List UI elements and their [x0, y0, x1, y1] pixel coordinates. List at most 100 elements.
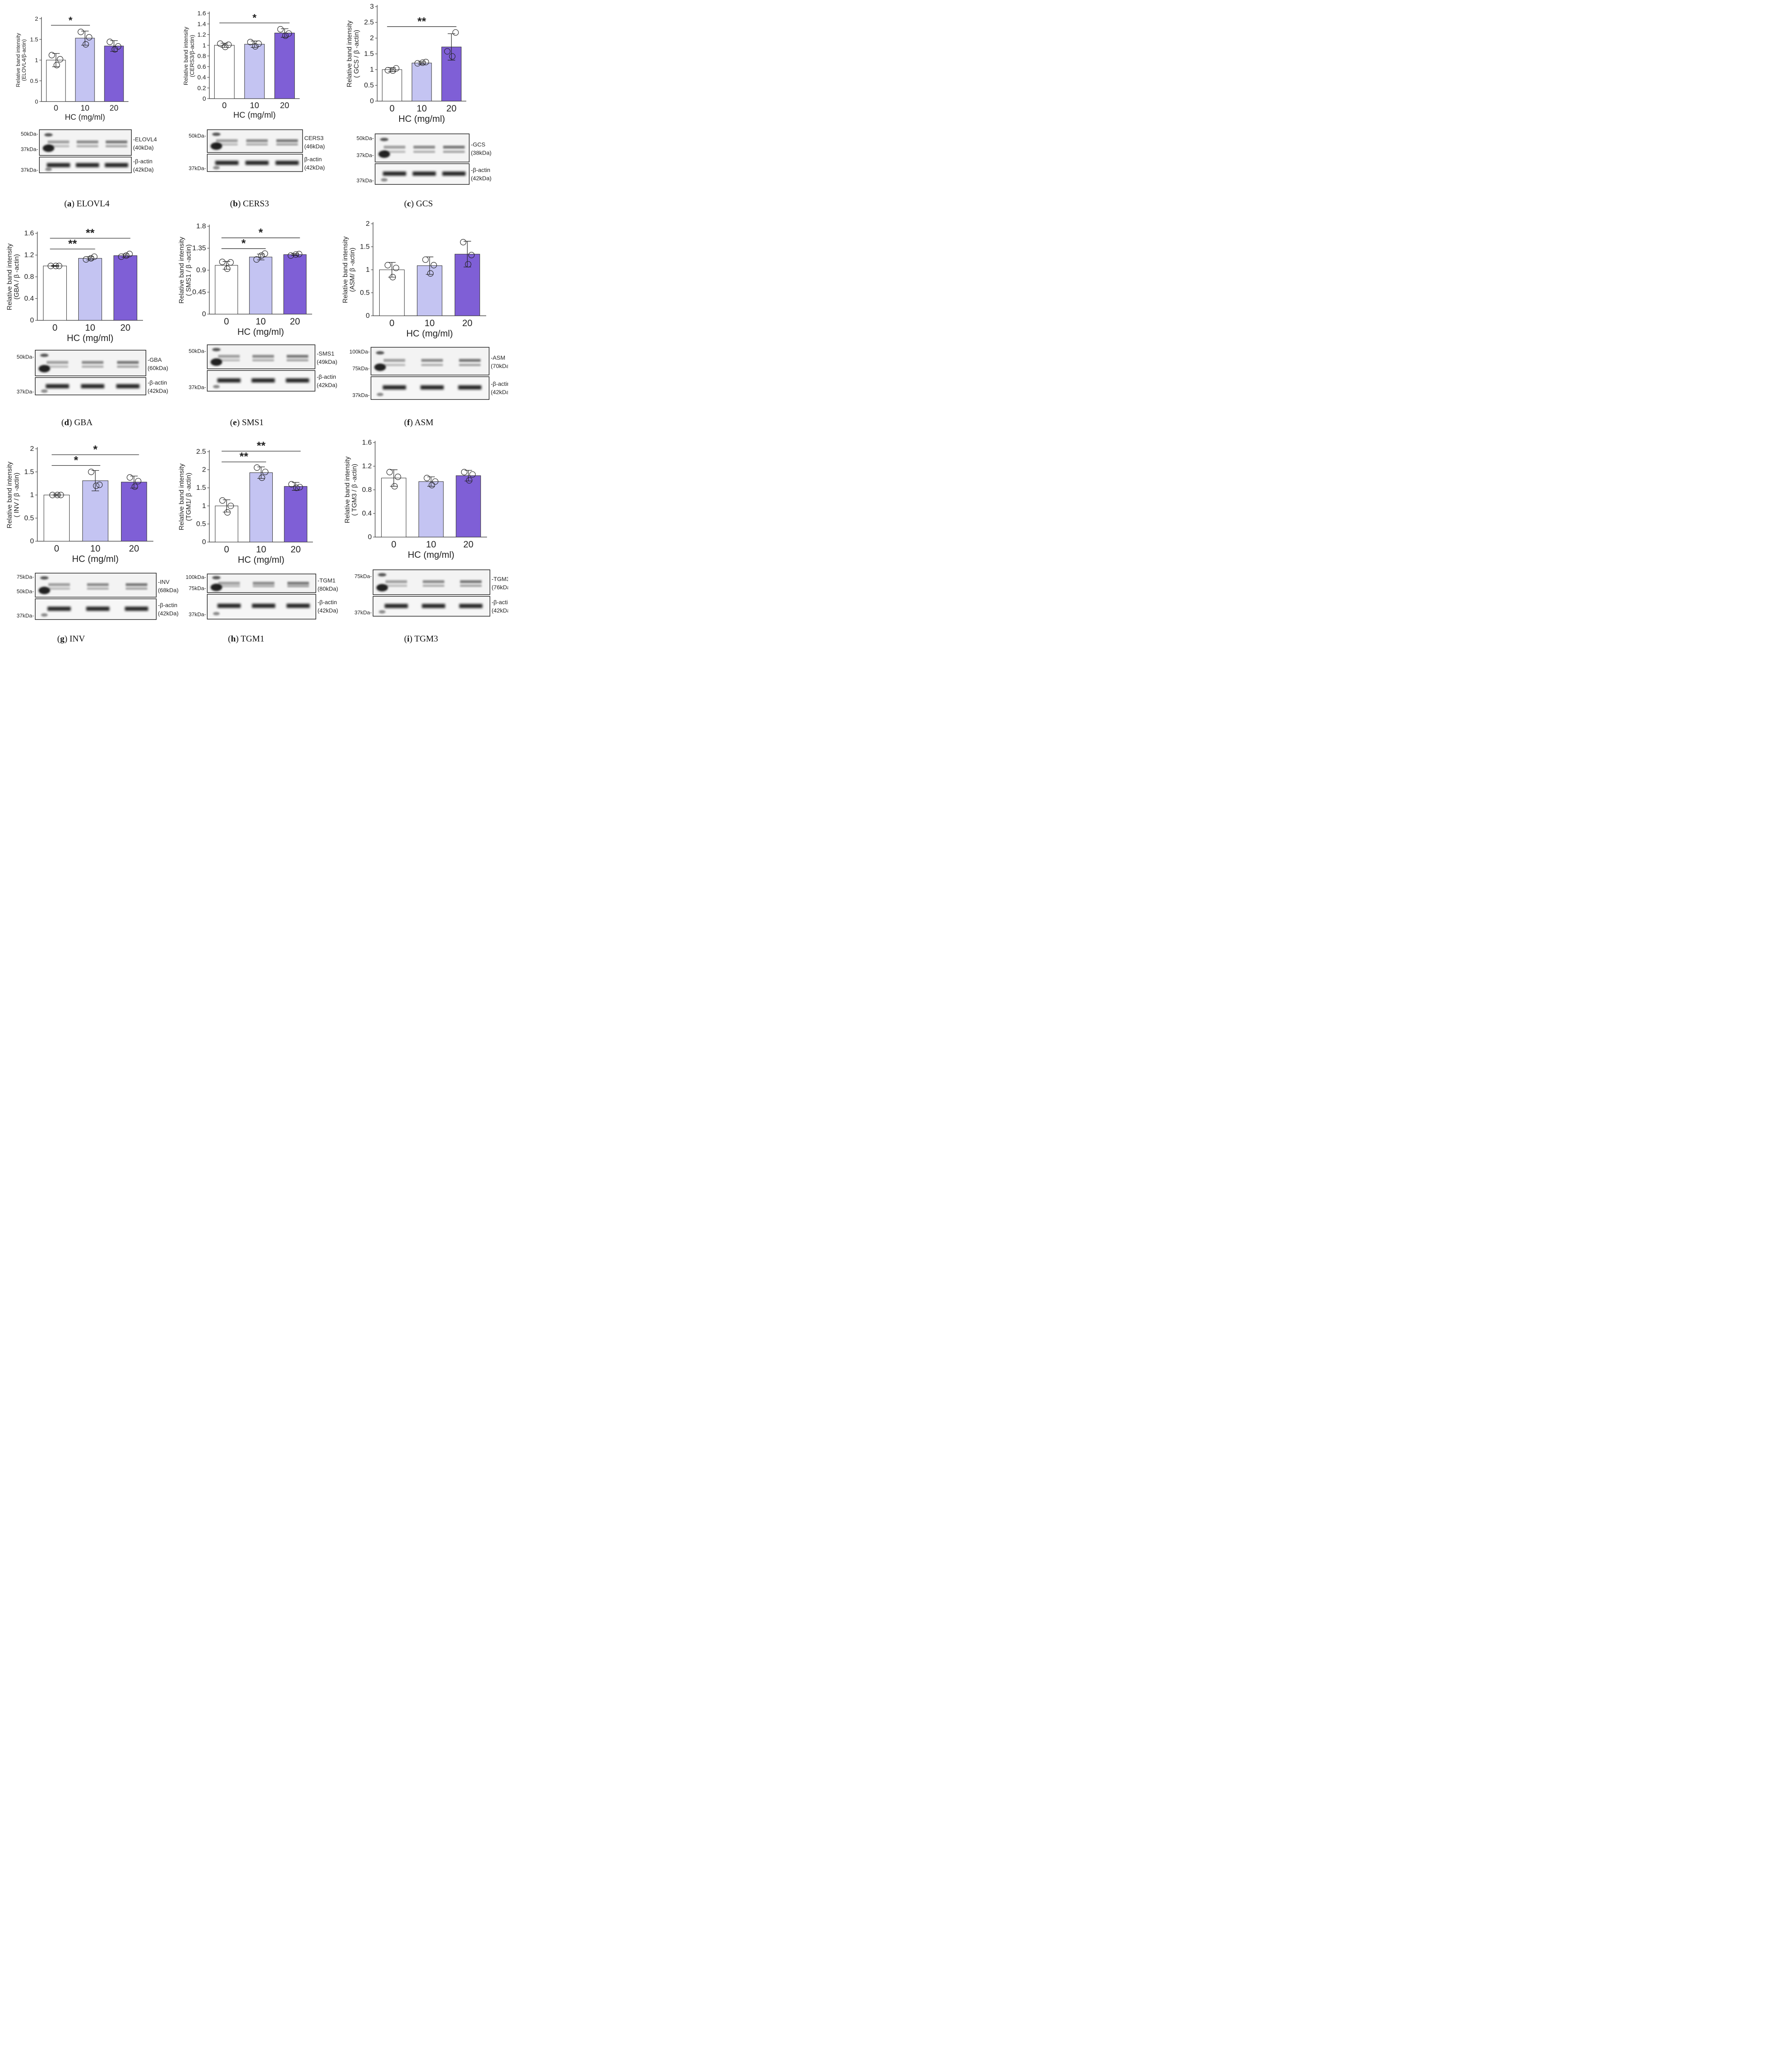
data-point — [288, 481, 295, 488]
data-point — [56, 263, 63, 269]
bar-10 — [418, 481, 444, 537]
actin-band — [412, 172, 436, 176]
y-tick-label: 0 — [35, 98, 38, 105]
y-axis-label: Relative band intensity — [15, 33, 21, 87]
target-band — [460, 580, 482, 583]
y-tick-label: 1.2 — [197, 31, 206, 39]
y-tick-label: 1.2 — [362, 462, 372, 470]
ladder-band — [39, 586, 50, 594]
y-tick-label: 1.6 — [197, 10, 206, 17]
kda-marker: 37kDa- — [17, 389, 34, 395]
blot-target-label: -TGM3 — [492, 576, 508, 582]
target-band — [253, 585, 274, 587]
data-point — [224, 265, 230, 272]
kda-marker: 75kDa- — [352, 365, 370, 371]
target-band — [218, 585, 240, 587]
actin-band — [442, 172, 466, 176]
target-band — [77, 140, 98, 144]
blot-actin-mw: (42kDa) — [471, 175, 492, 182]
target-band — [87, 583, 109, 586]
data-point — [82, 256, 90, 263]
y-axis-sublabel: (TGM1/ β -actin) — [185, 473, 192, 521]
y-tick-label: 0.2 — [197, 85, 206, 92]
significance-mark: * — [68, 15, 73, 26]
x-tick-label: 10 — [80, 104, 89, 113]
y-axis-label: Relative band intensity — [6, 244, 13, 310]
y-tick-label: 0.5 — [196, 520, 206, 528]
data-point — [427, 270, 434, 277]
target-band — [413, 145, 435, 149]
data-point — [460, 239, 467, 246]
data-point — [225, 41, 232, 48]
panel-caption: (c) GCS — [404, 198, 433, 208]
blot-target-label: -INV — [158, 579, 170, 585]
target-band — [218, 355, 240, 358]
ladder-band — [381, 178, 388, 182]
data-point — [54, 491, 61, 499]
data-point — [419, 59, 426, 66]
data-point — [393, 264, 400, 271]
caption-paren: ( — [230, 198, 233, 208]
data-point — [395, 474, 401, 480]
ladder-band — [41, 613, 48, 617]
x-tick-label: 20 — [446, 103, 456, 114]
bar-20 — [456, 475, 481, 537]
target-band — [87, 587, 109, 590]
bar-0 — [381, 477, 407, 537]
data-point — [461, 469, 468, 475]
y-tick-label: 0.5 — [360, 289, 370, 297]
caption-paren: ) — [65, 634, 70, 644]
caption-letter: f — [407, 417, 410, 427]
caption-letter: h — [231, 634, 236, 644]
data-point — [82, 41, 89, 48]
target-band — [106, 140, 127, 144]
y-tick-label: 1.35 — [192, 244, 206, 252]
data-point — [469, 471, 476, 478]
ladder-band — [378, 573, 386, 576]
ladder-band — [379, 610, 385, 614]
kda-marker: 50kDa- — [21, 131, 38, 137]
y-axis-label: Relative band intensity — [6, 462, 13, 528]
actin-band — [105, 163, 128, 167]
actin-band — [81, 384, 104, 388]
y-tick-label: 1.5 — [30, 36, 39, 43]
y-tick-label: 1.8 — [196, 222, 206, 230]
x-tick-label: 10 — [90, 543, 100, 554]
caption-letter: c — [407, 198, 411, 208]
y-tick-label: 2 — [202, 466, 206, 474]
data-point — [255, 40, 262, 47]
y-tick-label: 0.8 — [24, 273, 34, 281]
y-tick-label: 0 — [30, 316, 34, 324]
x-tick-label: 20 — [463, 539, 473, 549]
target-band — [443, 145, 465, 149]
kda-marker: 37kDa- — [189, 165, 206, 172]
caption-paren: ( — [64, 198, 67, 208]
target-band — [443, 150, 465, 153]
x-tick-label: 20 — [109, 104, 118, 113]
ladder-band — [213, 166, 220, 169]
ladder-band — [212, 133, 221, 136]
data-point — [88, 469, 95, 475]
ladder-band — [41, 389, 48, 393]
y-tick-label: 1.6 — [362, 438, 372, 446]
y-axis-label: Relative band intensity — [178, 464, 185, 530]
y-tick-label: 0.8 — [362, 486, 372, 494]
actin-band — [215, 160, 239, 165]
caption-letter: b — [233, 198, 238, 208]
x-tick-label: 20 — [290, 316, 300, 327]
blot-target-label: -TGM1 — [317, 577, 336, 583]
blot-target-mw: (70kDa) — [491, 363, 508, 369]
y-tick-label: 0.5 — [24, 514, 34, 522]
data-point — [258, 252, 265, 259]
x-axis-label: HC (mg/ml) — [233, 111, 276, 120]
caption-text: ASM — [414, 417, 434, 427]
panel-f: 0 0.5 1 1.5 2 Relative band intensity (ASM/ β … — [342, 220, 508, 427]
caption-paren: ( — [61, 417, 64, 427]
y-axis-sublabel: ( TGM3 / β -actin) — [351, 464, 358, 516]
target-band — [48, 145, 69, 148]
target-band — [421, 364, 443, 366]
blot-actin-mw: (42kDa) — [158, 610, 179, 617]
data-point — [131, 483, 138, 490]
actin-band — [420, 385, 444, 390]
